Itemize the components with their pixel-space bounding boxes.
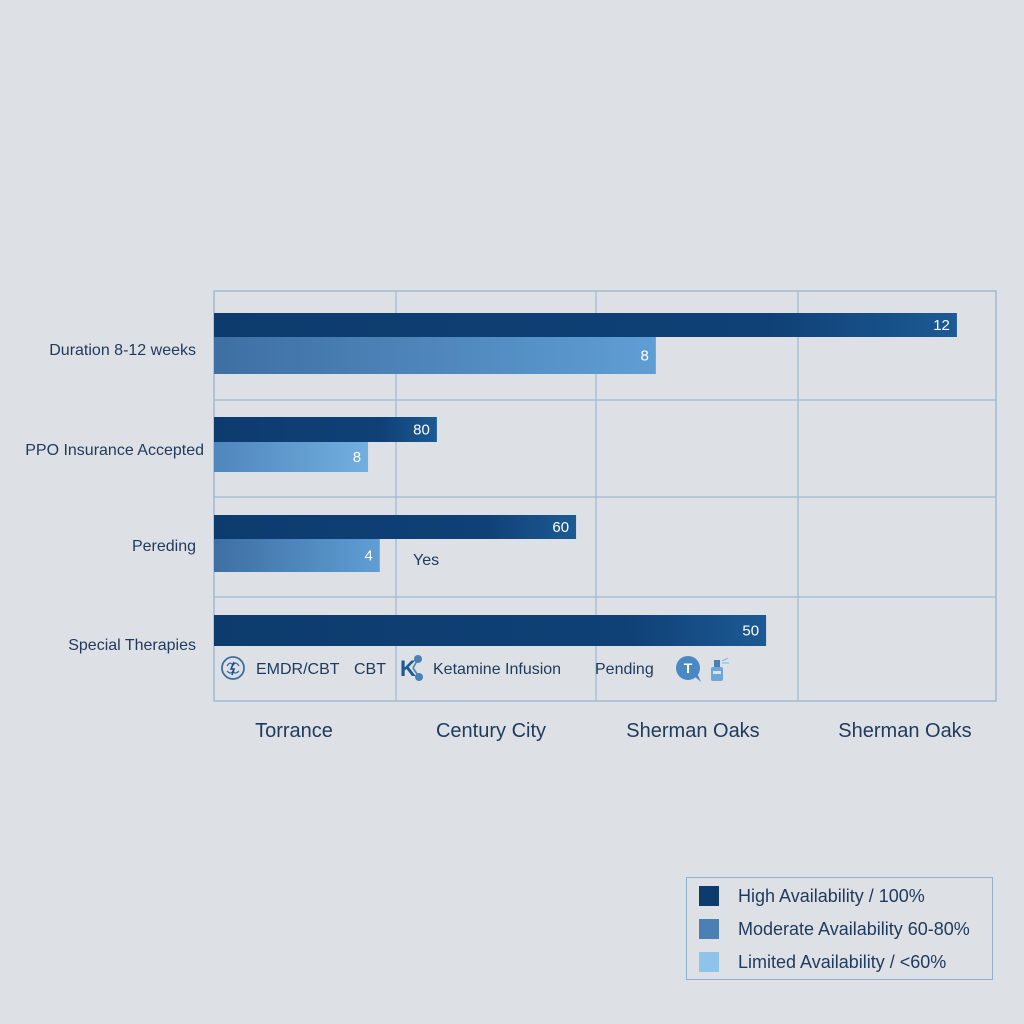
category-label: Duration 8-12 weeks [49, 342, 196, 359]
annotation-text: Yes [413, 552, 439, 569]
legend-label-limited: Limited Availability / <60% [738, 951, 947, 972]
legend-item-limited: Limited Availability / <60% [699, 949, 946, 975]
category-label: Special Therapies [68, 637, 196, 654]
category-label: Pereding [132, 538, 196, 555]
category-label: PPO Insurance Accepted [25, 442, 204, 459]
column-label: Century City [436, 720, 546, 742]
bar-high [214, 615, 767, 646]
brain-icon [221, 656, 245, 680]
labels: 12 8 Duration 8-12 weeks 80 8 PPO Insurance A… [25, 317, 971, 742]
therapy-pending: Pending [595, 661, 654, 678]
legend-label-moderate: Moderate Availability 60-80% [738, 918, 970, 939]
legend-swatch-limited [699, 952, 719, 972]
column-label: Sherman Oaks [626, 720, 759, 742]
column-label: Torrance [255, 720, 333, 742]
bar-high [214, 417, 437, 442]
bar-moderate [214, 539, 380, 572]
therapy-emdr-cbt: EMDR/CBT [256, 661, 340, 678]
bar-limited [214, 442, 369, 472]
bar-high [214, 313, 957, 337]
legend-swatch-moderate [699, 919, 719, 939]
spray-bottle-icon [711, 657, 729, 681]
legend-item-high: High Availability / 100% [699, 883, 925, 909]
legend-label-high: High Availability / 100% [738, 885, 925, 906]
legend: High Availability / 100% Moderate Availa… [686, 877, 993, 980]
bar-value-label: 12 [933, 317, 950, 334]
bar-value-label: 8 [353, 449, 361, 466]
therapy-cbt: CBT [354, 661, 386, 678]
plot-frame [213, 290, 997, 702]
chat-bubble-letter: T [684, 660, 693, 676]
bar-value-label: 8 [640, 348, 648, 365]
column-label: Sherman Oaks [838, 720, 971, 742]
svg-text:K: K [400, 656, 416, 681]
legend-swatch-high [699, 886, 719, 906]
bar-value-label: 4 [364, 548, 372, 565]
bar-value-label: 50 [742, 623, 759, 640]
bar-value-label: 80 [413, 422, 430, 439]
bars [214, 313, 957, 646]
ketamine-molecule-icon: K [400, 655, 423, 681]
bar-moderate [214, 337, 656, 374]
bar-high [214, 515, 577, 539]
therapy-items: EMDR/CBT CBT K Ketamine Infusion Pending… [221, 655, 729, 682]
bar-value-label: 60 [552, 519, 569, 536]
chat-bubble-icon: T [676, 656, 701, 682]
legend-item-moderate: Moderate Availability 60-80% [699, 916, 970, 942]
therapy-ketamine: Ketamine Infusion [433, 661, 561, 678]
